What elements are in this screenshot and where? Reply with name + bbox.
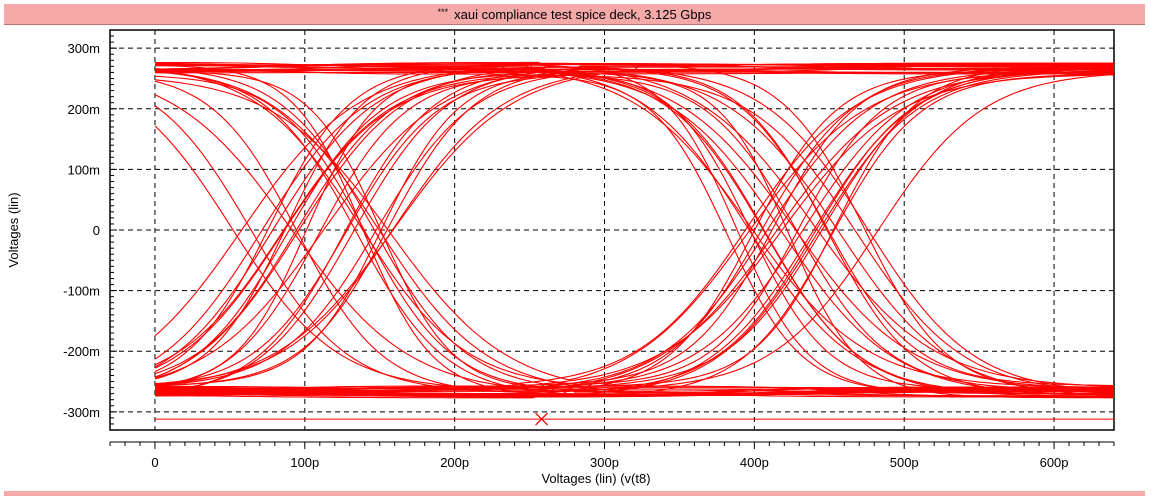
y-axis-label: Voltages (lin) — [6, 192, 21, 267]
eye-trace — [154, 62, 1114, 379]
plot-title: *** xaui compliance test spice deck, 3.12… — [4, 7, 1145, 22]
x-tick-label: 500p — [890, 455, 919, 470]
title-prefix: *** — [437, 7, 449, 17]
eye-trace — [154, 68, 1114, 390]
y-tick-label: -300m — [63, 405, 100, 420]
eye-trace — [154, 62, 1114, 385]
title-label: xaui compliance test spice deck, 3.125 G… — [454, 7, 712, 22]
eye-trace — [154, 74, 1114, 391]
eye-trace — [154, 70, 1114, 381]
y-axis: 300m 200m 100m 0 -100m -200m -300m — [63, 35, 117, 425]
eye-trace — [155, 70, 1115, 398]
x-tick-label: 200p — [440, 455, 469, 470]
plot-title-bar: *** xaui compliance test spice deck, 3.12… — [4, 4, 1145, 25]
y-tick-label: -200m — [63, 344, 100, 359]
x-tick-label: 600p — [1040, 455, 1069, 470]
eye-trace — [155, 74, 1115, 397]
eye-trace — [154, 67, 1115, 396]
eye-trace — [155, 65, 1114, 394]
cursor-marker-x — [535, 412, 549, 426]
eye-trace — [154, 68, 1115, 386]
x-tick-label: 400p — [740, 455, 769, 470]
x-axis-label: Voltages (lin) (v(t8) — [541, 471, 650, 486]
eye-trace — [155, 71, 1114, 399]
eye-traces — [154, 61, 1115, 426]
y-tick-label: 0 — [93, 223, 100, 238]
x-tick-label: 100p — [290, 455, 319, 470]
x-axis: 0 100p 200p 300p 400p 500p 600p — [109, 441, 1115, 470]
eye-trace — [154, 94, 1114, 396]
eye-trace — [154, 63, 1115, 393]
eye-trace — [154, 74, 1115, 392]
y-tick-label: -100m — [63, 284, 100, 299]
y-tick-label: 200m — [67, 102, 100, 117]
y-tick-label: 300m — [67, 41, 100, 56]
status-strip — [4, 491, 1145, 496]
y-tick-label: 100m — [67, 162, 100, 177]
x-tick-label: 0 — [151, 455, 158, 470]
eye-trace — [154, 66, 1114, 396]
eye-trace — [155, 385, 1114, 398]
eye-trace — [154, 64, 1114, 397]
x-tick-label: 300p — [590, 455, 619, 470]
eye-trace — [155, 68, 1115, 396]
eye-trace — [154, 67, 1115, 393]
